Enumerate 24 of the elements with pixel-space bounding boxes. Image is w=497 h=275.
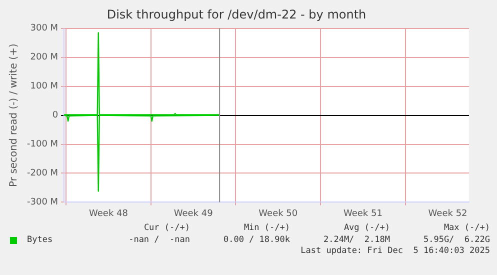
- text: 0.00 / 18.90k: [222, 234, 290, 246]
- x-tick-label: Week 52: [428, 208, 468, 219]
- y-tick-label: -100 M: [26, 140, 58, 150]
- x-tick-label: Week 48: [88, 208, 128, 219]
- y-tick-label: 300 M: [30, 24, 58, 34]
- text: 5.95G/ 6.22G: [422, 234, 490, 246]
- y-tick-label: 0: [52, 110, 58, 121]
- x-tick-label: Week 50: [258, 208, 298, 219]
- y-axis-title: Pr second read (-) / write (+): [8, 44, 20, 187]
- y-tick-label: 100 M: [30, 82, 58, 92]
- text: Min (-/+): [242, 222, 290, 234]
- y-tick-label: -300 M: [26, 198, 58, 208]
- x-tick-label: Week 49: [174, 208, 214, 219]
- text: Avg (-/+): [342, 222, 390, 234]
- legend-label: Bytes: [27, 234, 53, 246]
- text: Last update: Fri Dec 5 16:40:03 2025: [300, 246, 490, 256]
- x-tick-label: Week 51: [343, 208, 382, 219]
- chart-title: Disk throughput for /dev/dm-22 - by month: [106, 7, 366, 22]
- text: Max (-/+): [442, 222, 490, 234]
- y-tick-label: 200 M: [30, 52, 58, 63]
- text: -nan / -nan: [128, 234, 190, 246]
- text: 2.24M/ 2.18M: [322, 234, 390, 246]
- y-tick-label: -200 M: [26, 168, 58, 179]
- text: Cur (-/+): [142, 222, 190, 234]
